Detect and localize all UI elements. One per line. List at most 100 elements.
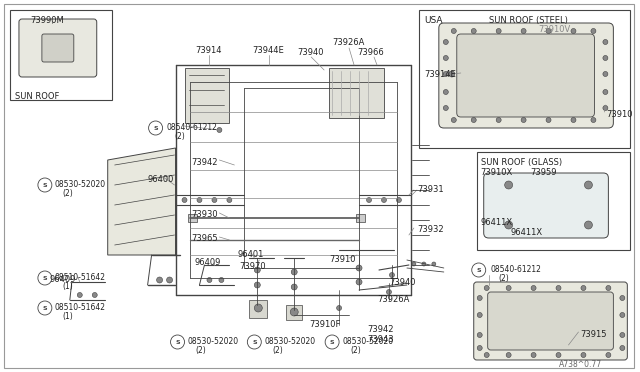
Circle shape [620,312,625,317]
Text: S: S [153,125,158,131]
Text: 73966: 73966 [357,48,384,57]
Circle shape [337,305,342,311]
Circle shape [38,178,52,192]
Text: 73932: 73932 [417,225,444,234]
Text: 73910: 73910 [606,110,633,119]
Text: 96411X: 96411X [511,228,543,237]
Text: 73910V: 73910V [539,25,571,34]
Text: 73965: 73965 [191,234,218,243]
Circle shape [496,118,501,122]
FancyBboxPatch shape [42,34,74,62]
Circle shape [217,128,222,132]
Text: USA: USA [424,16,442,25]
Bar [286,305,302,320]
Text: S: S [330,340,335,344]
Circle shape [477,312,482,317]
Bar [184,68,229,123]
Circle shape [477,333,482,337]
Circle shape [606,353,611,357]
Circle shape [451,29,456,33]
Circle shape [387,289,392,295]
Circle shape [603,39,608,45]
Text: (1): (1) [63,312,74,321]
Text: 73914: 73914 [195,46,222,55]
Bar [477,152,630,250]
Bar [250,300,268,318]
Circle shape [620,346,625,350]
Circle shape [496,29,501,33]
Text: (2): (2) [350,346,361,355]
Circle shape [506,285,511,291]
Text: (2): (2) [63,189,74,198]
Circle shape [38,271,52,285]
Circle shape [603,106,608,110]
FancyBboxPatch shape [439,23,613,128]
Circle shape [422,262,426,266]
Circle shape [390,273,394,278]
Text: SUN ROOF (GLASS): SUN ROOF (GLASS) [481,158,562,167]
Circle shape [227,198,232,202]
FancyBboxPatch shape [19,19,97,77]
Text: 73931: 73931 [417,185,444,194]
Circle shape [591,118,596,122]
Bar [189,214,198,222]
Text: S: S [252,340,257,344]
Circle shape [291,269,297,275]
Text: 73910F: 73910F [309,320,340,329]
Circle shape [505,181,513,189]
Circle shape [531,285,536,291]
Text: 73959: 73959 [531,168,557,177]
Circle shape [471,29,476,33]
Text: S: S [43,183,47,187]
Circle shape [254,304,262,312]
Bar [10,10,112,100]
Text: 96411X: 96411X [481,218,513,227]
Text: 08530-52020: 08530-52020 [264,337,316,346]
Circle shape [157,277,163,283]
Circle shape [396,198,401,202]
Circle shape [603,71,608,77]
Circle shape [254,267,260,273]
Circle shape [38,301,52,315]
Circle shape [591,29,596,33]
Circle shape [477,346,482,350]
Circle shape [451,118,456,122]
Text: (2): (2) [499,274,509,283]
Circle shape [77,292,83,298]
Circle shape [471,118,476,122]
Text: 73910: 73910 [329,255,356,264]
Circle shape [620,295,625,301]
Circle shape [444,39,448,45]
Circle shape [381,198,387,202]
Bar [356,214,365,222]
Text: 73970: 73970 [239,262,266,271]
Text: 73926A: 73926A [332,38,365,47]
FancyBboxPatch shape [474,282,627,360]
Text: 73910X: 73910X [481,168,513,177]
Circle shape [581,285,586,291]
Text: 08530-52020: 08530-52020 [55,180,106,189]
Text: (1): (1) [63,282,74,291]
Circle shape [484,353,489,357]
Circle shape [546,29,551,33]
Text: SUN ROOF (STEEL): SUN ROOF (STEEL) [489,16,568,25]
Text: (2): (2) [175,132,186,141]
Circle shape [506,353,511,357]
Circle shape [444,55,448,61]
Text: SUN ROOF: SUN ROOF [15,92,60,101]
FancyBboxPatch shape [457,34,595,117]
Text: 96409: 96409 [195,258,221,267]
FancyBboxPatch shape [484,173,609,238]
Circle shape [247,335,261,349]
Text: 73915: 73915 [580,330,607,339]
Text: 96409: 96409 [50,275,76,284]
Text: 73944E: 73944E [252,46,284,55]
Text: 73914E: 73914E [424,70,456,79]
Circle shape [584,221,593,229]
Bar [329,68,384,118]
Circle shape [505,221,513,229]
Circle shape [182,198,187,202]
Circle shape [356,279,362,285]
Text: 73942: 73942 [191,158,218,167]
Text: S: S [43,276,47,280]
